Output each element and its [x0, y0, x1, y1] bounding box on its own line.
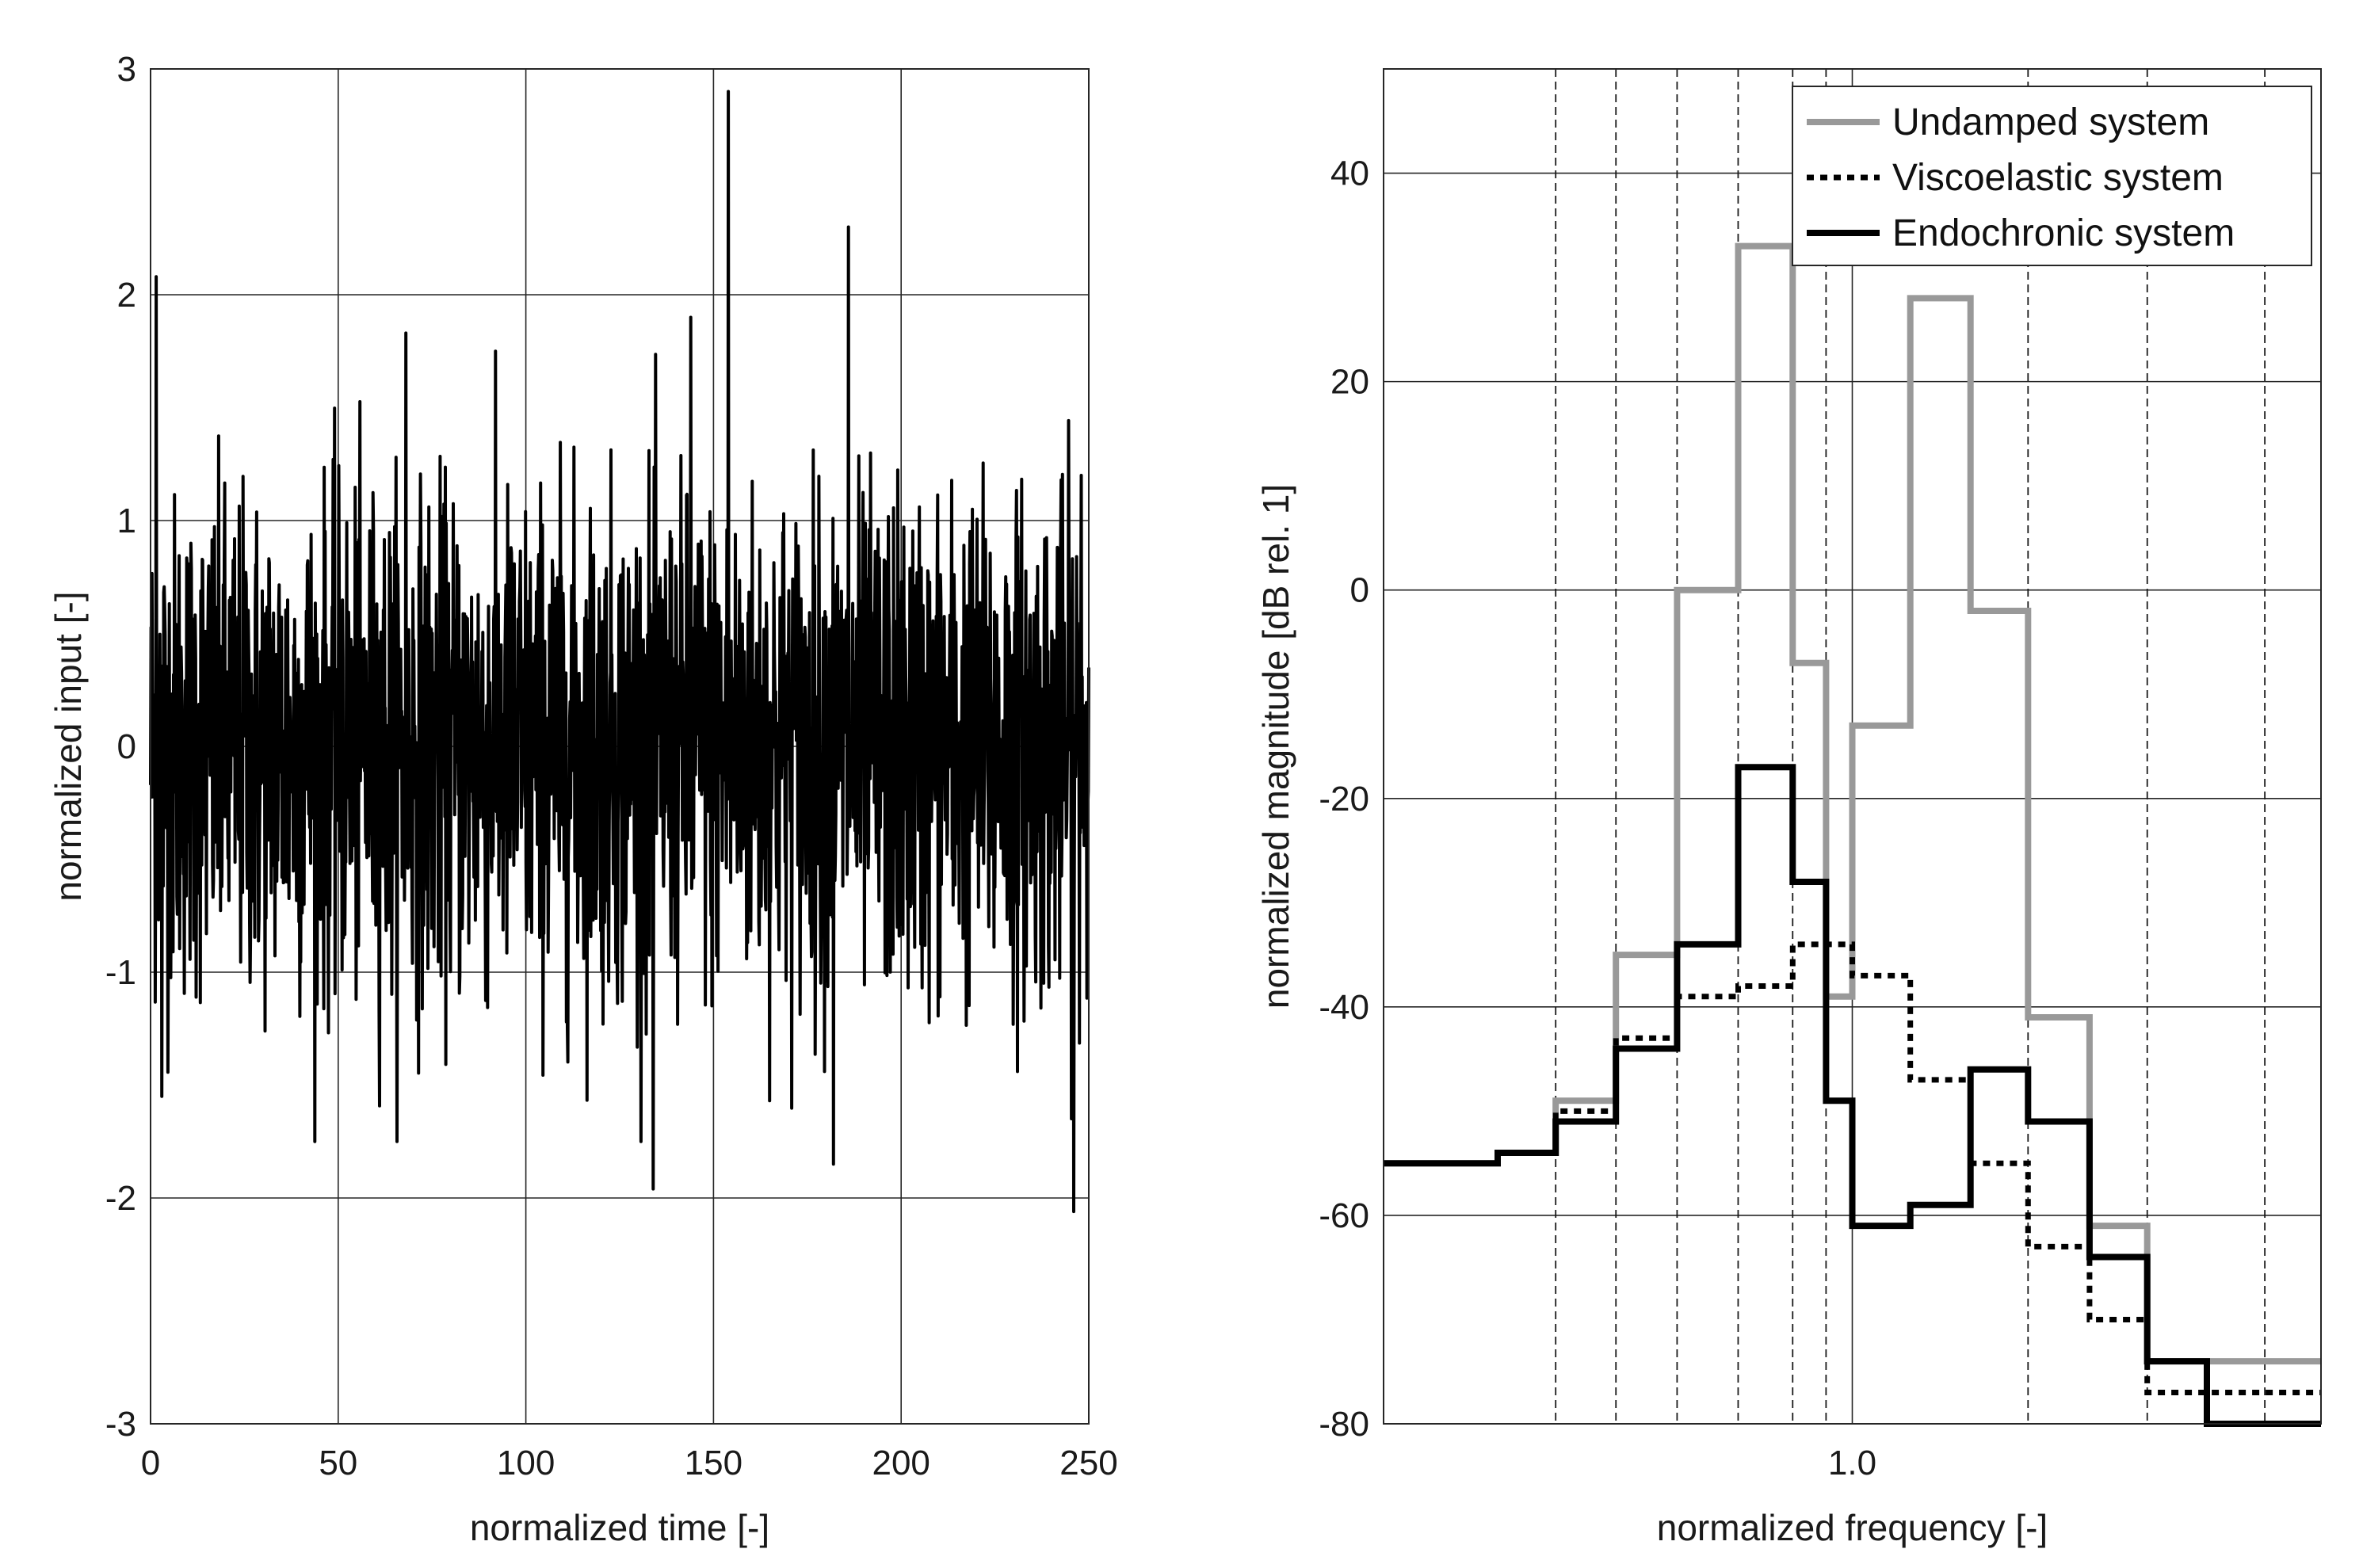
- left-ytick-label-0: -3: [105, 1405, 136, 1444]
- left-xtick-label-2: 100: [497, 1444, 555, 1482]
- left-xtick-label-3: 150: [685, 1444, 742, 1482]
- left-xtick-label-1: 50: [319, 1444, 357, 1482]
- right-xlabel: normalized frequency [-]: [1657, 1507, 2048, 1548]
- legend-label-2: Endochronic system: [1892, 212, 2235, 254]
- right-ytick-label-4: 0: [1350, 571, 1369, 610]
- right-series-line-0: [1384, 242, 2321, 1365]
- right-series-line-2: [1384, 764, 2321, 1427]
- left-ylabel: normalized input [-]: [48, 591, 89, 901]
- legend-label-0: Undamped system: [1892, 101, 2209, 143]
- left-ytick-label-4: 1: [117, 502, 136, 540]
- right-ytick-label-5: 20: [1330, 363, 1369, 402]
- right-chart-frequency-response: 1.0 -80 -60 -40 -20 0 20 40 normalized frequency…: [1255, 68, 2322, 1548]
- left-xlabel: normalized time [-]: [470, 1507, 769, 1548]
- right-ylabel: normalized magnitude [dB rel. 1]: [1255, 484, 1296, 1009]
- left-ytick-label-5: 2: [117, 276, 136, 315]
- left-ytick-label-6: 3: [117, 50, 136, 89]
- right-ytick-label-6: 40: [1330, 155, 1369, 193]
- legend-label-1: Viscoelastic system: [1892, 157, 2224, 199]
- left-xtick-label-5: 250: [1059, 1444, 1117, 1482]
- left-xtick-label-0: 0: [141, 1444, 160, 1482]
- left-signal-line: [149, 90, 1090, 1214]
- left-chart-time-signal: 0 50 100 150 200 250 -3 -2 -1 0 1 2 3 normalized time…: [48, 50, 1118, 1548]
- left-ytick-label-1: -2: [105, 1179, 136, 1218]
- right-plot-frame: [1383, 68, 2322, 1425]
- right-ytick-label-3: -20: [1319, 780, 1369, 818]
- right-series-line-1: [1384, 941, 2321, 1395]
- left-ytick-label-3: 0: [117, 727, 136, 766]
- right-ytick-label-0: -80: [1319, 1405, 1369, 1444]
- right-xtick-label-0: 1.0: [1828, 1444, 1876, 1482]
- right-ytick-label-2: -40: [1319, 988, 1369, 1027]
- right-ytick-label-1: -60: [1319, 1196, 1369, 1235]
- left-xtick-label-4: 200: [872, 1444, 930, 1482]
- left-ytick-label-2: -1: [105, 953, 136, 992]
- left-plot-frame: [150, 68, 1090, 1425]
